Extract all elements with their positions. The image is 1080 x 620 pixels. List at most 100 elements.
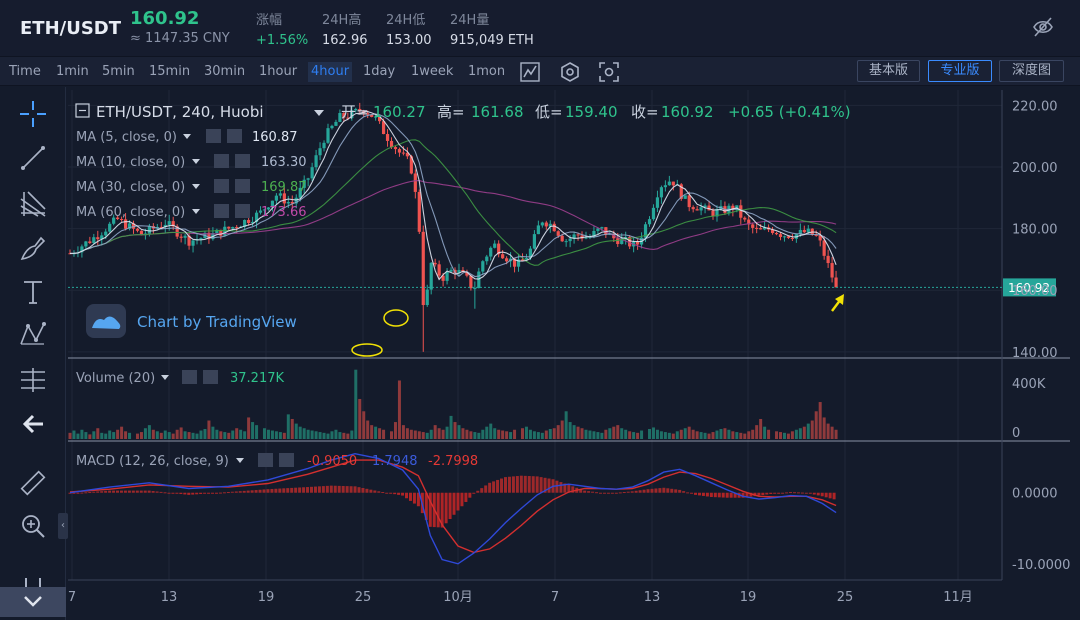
brush-icon[interactable]	[18, 233, 48, 263]
ruler-icon[interactable]	[18, 468, 48, 498]
volume-bar	[433, 425, 437, 439]
chevron-down-icon[interactable]	[192, 209, 200, 214]
timeframe-4hour[interactable]: 4hour	[308, 62, 353, 82]
macd-main-line	[69, 452, 837, 565]
timeframe-1hour[interactable]: 1hour	[259, 64, 298, 79]
gear-icon[interactable]	[214, 204, 229, 218]
volume-bar	[818, 402, 822, 439]
volume-bar	[163, 430, 167, 439]
timeframe-1day[interactable]: 1day	[363, 64, 396, 79]
gear-icon[interactable]	[182, 370, 197, 384]
crosshair-icon[interactable]	[18, 99, 48, 129]
macd-legend: MACD (12, 26, close, 9) -0.9050 1.7948 -…	[76, 453, 478, 469]
view-pro-button[interactable]: 专业版	[928, 60, 992, 82]
trendline-icon[interactable]	[18, 143, 48, 173]
close-icon[interactable]	[235, 204, 250, 218]
chevron-down-icon[interactable]	[192, 184, 200, 189]
collapse-toolbar-icon[interactable]: ‹	[58, 513, 68, 539]
candle-body	[818, 235, 822, 241]
close-icon[interactable]	[235, 179, 250, 193]
candle-body	[358, 108, 362, 111]
candle-body	[231, 227, 235, 229]
candle-body	[171, 221, 175, 227]
volume-bar	[628, 431, 632, 439]
macd-histogram-bar	[353, 486, 357, 493]
macd-histogram-bar	[179, 492, 183, 495]
close-icon[interactable]	[279, 453, 294, 467]
volume-bar	[437, 428, 441, 439]
close-icon[interactable]	[203, 370, 218, 384]
volume-bar	[600, 432, 604, 439]
back-arrow-icon[interactable]	[18, 409, 48, 439]
measure-icon[interactable]	[18, 365, 48, 395]
volume-bar	[417, 431, 421, 439]
macd-histogram-bar	[820, 492, 824, 497]
timeframe-1mon[interactable]: 1mon	[468, 64, 506, 79]
gear-icon[interactable]	[214, 179, 229, 193]
candle-body	[643, 224, 648, 238]
timeframe-5min[interactable]: 5min	[102, 64, 135, 79]
macd-histogram-bar	[230, 491, 234, 493]
macd-histogram-bar	[646, 489, 650, 493]
timeframe-1min[interactable]: 1min	[56, 64, 89, 79]
pattern-icon[interactable]	[18, 320, 48, 350]
chart-toolbar: Time 1min 5min 15min 30min 1hour 4hour 1…	[0, 56, 1080, 86]
timeframe-30min[interactable]: 30min	[204, 64, 246, 79]
volume-bar	[318, 432, 322, 439]
tradingview-watermark[interactable]: Chart by TradingView	[86, 304, 297, 338]
volume-bar	[159, 432, 163, 439]
chevron-down-icon[interactable]	[161, 375, 169, 380]
candle-body	[80, 246, 84, 253]
chevron-down-icon[interactable]	[192, 159, 200, 164]
view-basic-button[interactable]: 基本版	[857, 60, 920, 82]
macd-histogram-bar	[278, 488, 282, 493]
candle-body	[247, 219, 251, 223]
hide-icon[interactable]	[1032, 16, 1054, 38]
macd-histogram-bar	[68, 492, 72, 494]
macd-histogram-bar	[690, 492, 694, 494]
macd-histogram-bar	[697, 492, 701, 496]
volume-bar	[810, 420, 814, 439]
zoom-icon[interactable]	[18, 511, 48, 541]
chart-type-icon[interactable]	[518, 60, 542, 84]
ohlc-open-label: 开=	[341, 103, 369, 121]
timeframe-time[interactable]: Time	[9, 64, 41, 79]
expand-icon[interactable]	[0, 587, 66, 617]
view-depth-button[interactable]: 深度图	[999, 60, 1064, 82]
fib-icon[interactable]	[18, 189, 48, 219]
chevron-down-icon[interactable]	[236, 458, 244, 463]
text-icon[interactable]	[18, 277, 48, 307]
volume-bar	[116, 429, 120, 439]
symbol-title[interactable]: ETH/USDT, 240, Huobi	[96, 103, 264, 121]
gear-icon[interactable]	[214, 154, 229, 168]
volume-bar	[441, 429, 445, 439]
gear-icon[interactable]	[206, 129, 221, 143]
volume-bar	[632, 432, 636, 439]
settings-icon[interactable]	[558, 60, 582, 84]
timeframe-1week[interactable]: 1week	[411, 64, 454, 79]
chevron-down-icon[interactable]	[314, 110, 324, 116]
macd-histogram-bar	[765, 492, 769, 495]
candle-body	[548, 223, 552, 227]
candle-body	[183, 235, 187, 238]
close-icon[interactable]	[235, 154, 250, 168]
close-icon[interactable]	[227, 129, 242, 143]
volume-bar	[671, 433, 675, 439]
candle-body	[326, 128, 330, 143]
pair-name[interactable]: ETH/USDT	[20, 18, 122, 39]
timeframe-15min[interactable]: 15min	[149, 64, 191, 79]
macd-histogram-bar	[800, 492, 804, 494]
screenshot-icon[interactable]	[597, 60, 621, 84]
legend-collapse-icon[interactable]	[75, 103, 90, 118]
candle-body	[485, 256, 489, 262]
macd-histogram-bar	[642, 489, 646, 493]
macd-histogram-bar	[254, 490, 258, 493]
candle-body	[116, 217, 120, 219]
macd-histogram-bar	[171, 492, 175, 494]
gear-icon[interactable]	[258, 453, 273, 467]
candle-body	[310, 167, 314, 179]
cloud-icon	[92, 316, 121, 329]
macd-histogram-bar	[812, 492, 816, 495]
chevron-down-icon[interactable]	[183, 134, 191, 139]
